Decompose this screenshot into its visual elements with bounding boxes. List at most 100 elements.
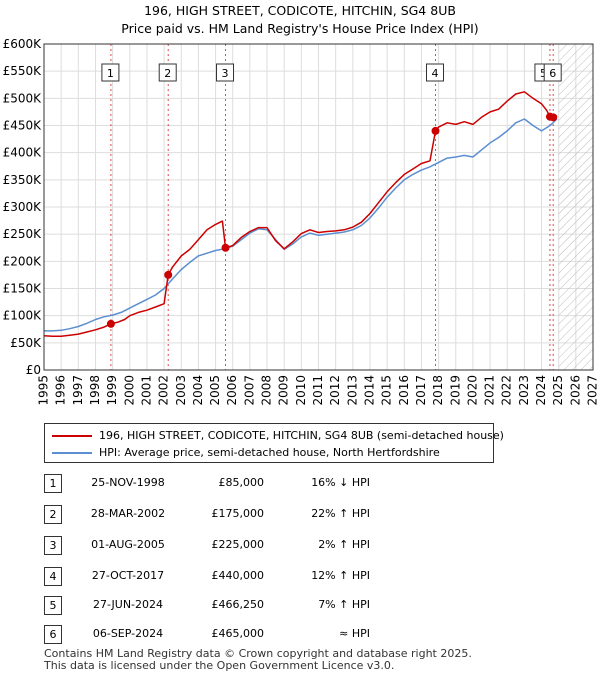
sale-number-badge: 3: [44, 536, 62, 555]
x-tick-label: 2018: [431, 375, 445, 406]
legend-label-price: 196, HIGH STREET, CODICOTE, HITCHIN, SG4…: [99, 429, 504, 442]
x-tick-label: 2024: [534, 375, 548, 406]
x-tick-label: 1996: [54, 375, 68, 406]
sale-number-box: [216, 63, 235, 82]
sale-number-badge: 1: [44, 474, 62, 493]
x-tick-label: 2001: [139, 375, 153, 406]
y-tick-label: £0: [26, 363, 41, 377]
sale-date: 06-SEP-2024: [92, 627, 164, 640]
y-tick-label: £400K: [3, 146, 43, 160]
sale-number-label: 6: [549, 67, 556, 80]
x-tick-label: 2008: [260, 375, 274, 406]
footer-attribution: Contains HM Land Registry data © Crown c…: [44, 648, 472, 672]
sale-hpi-comparison: 12% ↑ HPI: [311, 569, 370, 582]
sale-price: £466,250: [211, 598, 265, 611]
sale-number-box: [158, 63, 177, 82]
sale-number-label: 1: [107, 67, 114, 80]
sale-markers: [106, 112, 558, 328]
footer-line-1: Contains HM Land Registry data © Crown c…: [44, 647, 472, 660]
sale-marker: [431, 126, 440, 135]
sale-hpi-comparison: 16% ↓ HPI: [311, 476, 370, 489]
x-tick-label: 2012: [328, 375, 342, 406]
sale-number-label: 5: [540, 67, 547, 80]
x-tick-label: 2003: [174, 375, 188, 406]
sale-marker: [164, 270, 173, 279]
sale-hpi-comparison: 22% ↑ HPI: [311, 507, 370, 520]
sale-marker: [221, 243, 230, 252]
y-tick-label: £200K: [3, 254, 43, 268]
sale-number-badge: 2: [44, 505, 62, 524]
x-tick-label: 2000: [122, 375, 136, 406]
y-tick-label: £50K: [10, 336, 42, 350]
legend-swatch-price: [52, 435, 92, 437]
table-row: 5 27-JUN-2024 £466,250 7% ↑ HPI: [44, 596, 464, 616]
x-tick-label: 2023: [517, 375, 531, 406]
legend-swatch-hpi: [52, 452, 92, 454]
y-tick-label: £250K: [3, 227, 43, 241]
future-hatch-area: [558, 44, 593, 370]
sale-price: £175,000: [211, 507, 265, 520]
x-tick-label: 1997: [71, 375, 85, 406]
y-tick-label: £500K: [3, 91, 43, 105]
sale-price: £440,000: [211, 569, 265, 582]
y-tick-label: £450K: [3, 119, 43, 133]
x-tick-label: 2004: [191, 375, 205, 406]
x-tick-label: 2027: [586, 375, 600, 406]
x-tick-label: 2015: [380, 375, 394, 406]
sale-hpi-comparison: 7% ↑ HPI: [318, 598, 370, 611]
x-tick-label: 2006: [225, 375, 239, 406]
x-tick-label: 1995: [37, 375, 51, 406]
sale-number-label: 3: [222, 67, 229, 80]
sale-price: £225,000: [211, 538, 265, 551]
sale-number-badge: 6: [44, 625, 62, 644]
x-tick-label: 2002: [157, 375, 171, 406]
x-tick-label: 2009: [277, 375, 291, 406]
x-tick-label: 2014: [362, 375, 376, 406]
sale-date: 27-JUN-2024: [92, 598, 164, 611]
chart-title: 196, HIGH STREET, CODICOTE, HITCHIN, SG4…: [0, 2, 600, 38]
sale-number-badge: 4: [44, 567, 62, 586]
sale-number-label: 4: [432, 67, 439, 80]
x-tick-label: 1998: [88, 375, 102, 406]
sale-marker: [549, 113, 558, 122]
table-row: 4 27-OCT-2017 £440,000 12% ↑ HPI: [44, 567, 464, 587]
x-tick-label: 2017: [414, 375, 428, 406]
series-lines: [43, 91, 558, 338]
x-tick-label: 2005: [208, 375, 222, 406]
sale-hpi-comparison: 2% ↑ HPI: [318, 538, 370, 551]
chart-title-line-1: 196, HIGH STREET, CODICOTE, HITCHIN, SG4…: [144, 3, 456, 18]
sale-hpi-comparison: ≈ HPI: [339, 627, 370, 640]
grid: [43, 43, 594, 371]
x-tick-label: 2021: [483, 375, 497, 406]
legend: 196, HIGH STREET, CODICOTE, HITCHIN, SG4…: [44, 423, 504, 463]
sale-number-box: [101, 63, 120, 82]
footer-line-2: This data is licensed under the Open Gov…: [44, 659, 395, 672]
y-tick-label: £100K: [3, 309, 43, 323]
x-axis-ticks: 1995 1996 1997 1998 1999 2000 2001 2002 2003 2004…: [37, 375, 600, 406]
sale-date: 27-OCT-2017: [91, 569, 165, 582]
x-tick-label: 1999: [105, 375, 119, 406]
table-row: 1 25-NOV-1998 £85,000 16% ↓ HPI: [44, 474, 464, 494]
x-tick-label: 2013: [345, 375, 359, 406]
sale-number-badge: 5: [44, 596, 62, 615]
y-tick-label: £550K: [3, 64, 43, 78]
sale-date: 28-MAR-2002: [90, 507, 166, 520]
hpi-line: [44, 118, 558, 332]
sale-price: £465,000: [211, 627, 265, 640]
y-axis-ticks: £0 £50K £100K £150K £200K £250K £300K £350K £400…: [3, 37, 43, 377]
sale-number-box: [543, 63, 562, 82]
table-row: 6 06-SEP-2024 £465,000 ≈ HPI: [44, 625, 464, 645]
plot-frame: [43, 43, 594, 371]
chart-title-line-2: Price paid vs. HM Land Registry's House …: [121, 21, 479, 36]
y-tick-label: £150K: [3, 282, 43, 296]
y-tick-label: £350K: [3, 173, 43, 187]
sale-marker: [106, 319, 115, 328]
x-tick-label: 2007: [242, 375, 256, 406]
table-row: 3 01-AUG-2005 £225,000 2% ↑ HPI: [44, 536, 464, 556]
legend-label-hpi: HPI: Average price, semi-detached house,…: [99, 446, 440, 459]
sale-number-label: 2: [164, 67, 171, 80]
x-tick-label: 2020: [465, 375, 479, 406]
x-tick-label: 2026: [568, 375, 582, 406]
